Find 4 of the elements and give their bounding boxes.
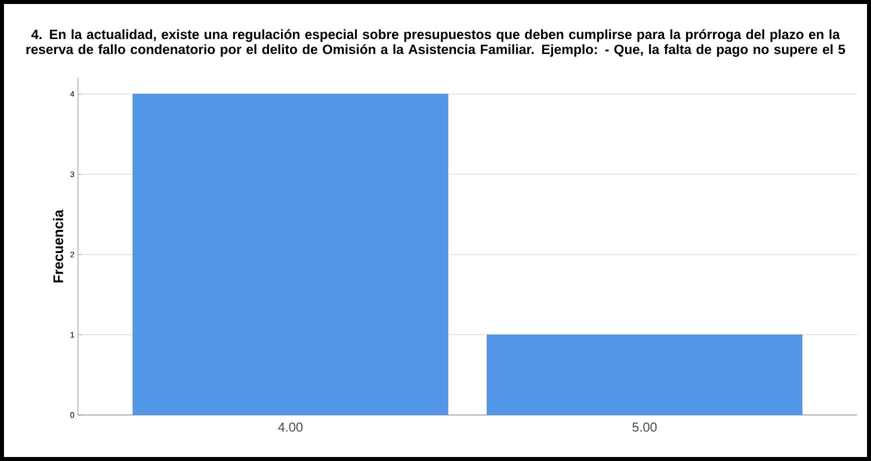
x-tick-label: 5.00: [632, 422, 657, 432]
y-axis-title: Frecuencia: [52, 210, 64, 282]
chart-title: 4. En la actualidad, existe una regulación especial sobre presupuestos que deben cumplirse para la prórroga del plazo en la reserva de fallo condenatorio por el delito de Omisión a la Asistencia Familiar. Ejemplo: - Que, la falta de pago no supere el 5: [26, 29, 846, 57]
x-tick-label: 4.00: [278, 422, 303, 432]
